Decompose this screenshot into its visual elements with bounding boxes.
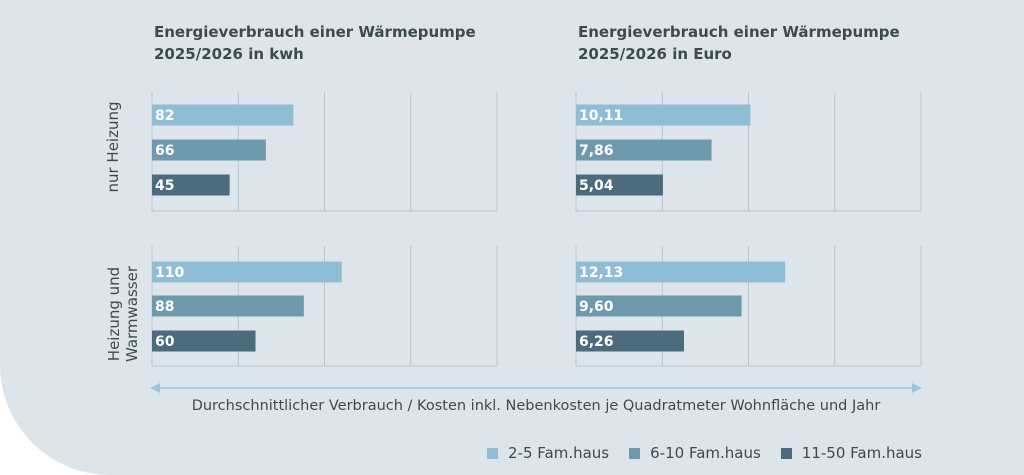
legend-label-11-50: 11-50 Fam.haus [801, 444, 922, 462]
bar-label-0-1-0: 110 [155, 265, 184, 281]
bar-0-1-0 [152, 261, 342, 283]
bar-label-1-0-1: 7,86 [579, 143, 614, 159]
bar-label-1-0-2: 5,04 [579, 178, 614, 194]
bar-0-0-1 [152, 139, 266, 161]
bar-label-1-1-0: 12,13 [579, 265, 623, 281]
bar-0-1-2 [152, 330, 256, 352]
legend-swatch-11-50 [780, 447, 792, 459]
bar-1-0-0 [576, 104, 751, 126]
bar-label-1-0-0: 10,11 [579, 108, 623, 124]
chart-title-euro-line-2: 2025/2026 in Euro [578, 45, 732, 63]
footer-caption: Durchschnittlicher Verbrauch / Kosten in… [191, 398, 881, 414]
bar-0-0-2 [152, 174, 230, 196]
legend-item-2-5: 2-5 Fam.haus [487, 444, 609, 462]
bar-label-1-1-1: 9,60 [579, 299, 614, 315]
chart-title-kwh-line-2: 2025/2026 in kwh [154, 45, 304, 63]
chart-title-kwh: Energieverbrauch einer Wärmepumpe 2025/2… [154, 21, 476, 65]
legend-swatch-2-5 [487, 447, 499, 459]
bar-0-1-1 [152, 295, 304, 317]
legend-label-2-5: 2-5 Fam.haus [508, 444, 610, 462]
legend-swatch-6-10 [629, 447, 641, 459]
arrow-head-left [150, 383, 160, 393]
bar-1-0-2 [576, 174, 663, 196]
bar-label-0-0-0: 82 [155, 108, 174, 124]
bar-1-1-0 [576, 261, 786, 283]
bar-label-0-1-1: 88 [155, 299, 174, 315]
legend-item-6-10: 6-10 Fam.haus [629, 444, 761, 462]
bar-1-0-1 [576, 139, 712, 161]
chart-title-euro-line-1: Energieverbrauch einer Wärmepumpe [578, 23, 900, 41]
chart-title-kwh-line-1: Energieverbrauch einer Wärmepumpe [154, 23, 476, 41]
bar-1-1-2 [576, 330, 684, 352]
bar-label-0-0-1: 66 [155, 143, 174, 159]
chart-title-euro: Energieverbrauch einer Wärmepumpe 2025/2… [578, 21, 900, 65]
arrow-head-right [912, 383, 922, 393]
bar-label-1-1-2: 6,26 [579, 334, 614, 350]
bar-0-0-0 [152, 104, 294, 126]
legend-item-11-50: 11-50 Fam.haus [780, 444, 922, 462]
bar-1-1-1 [576, 295, 742, 317]
bar-label-0-1-2: 60 [155, 334, 175, 350]
legend: 2-5 Fam.haus 6-10 Fam.haus 11-50 Fam.hau… [487, 444, 922, 462]
legend-label-6-10: 6-10 Fam.haus [650, 444, 761, 462]
bar-label-0-0-2: 45 [155, 178, 174, 194]
